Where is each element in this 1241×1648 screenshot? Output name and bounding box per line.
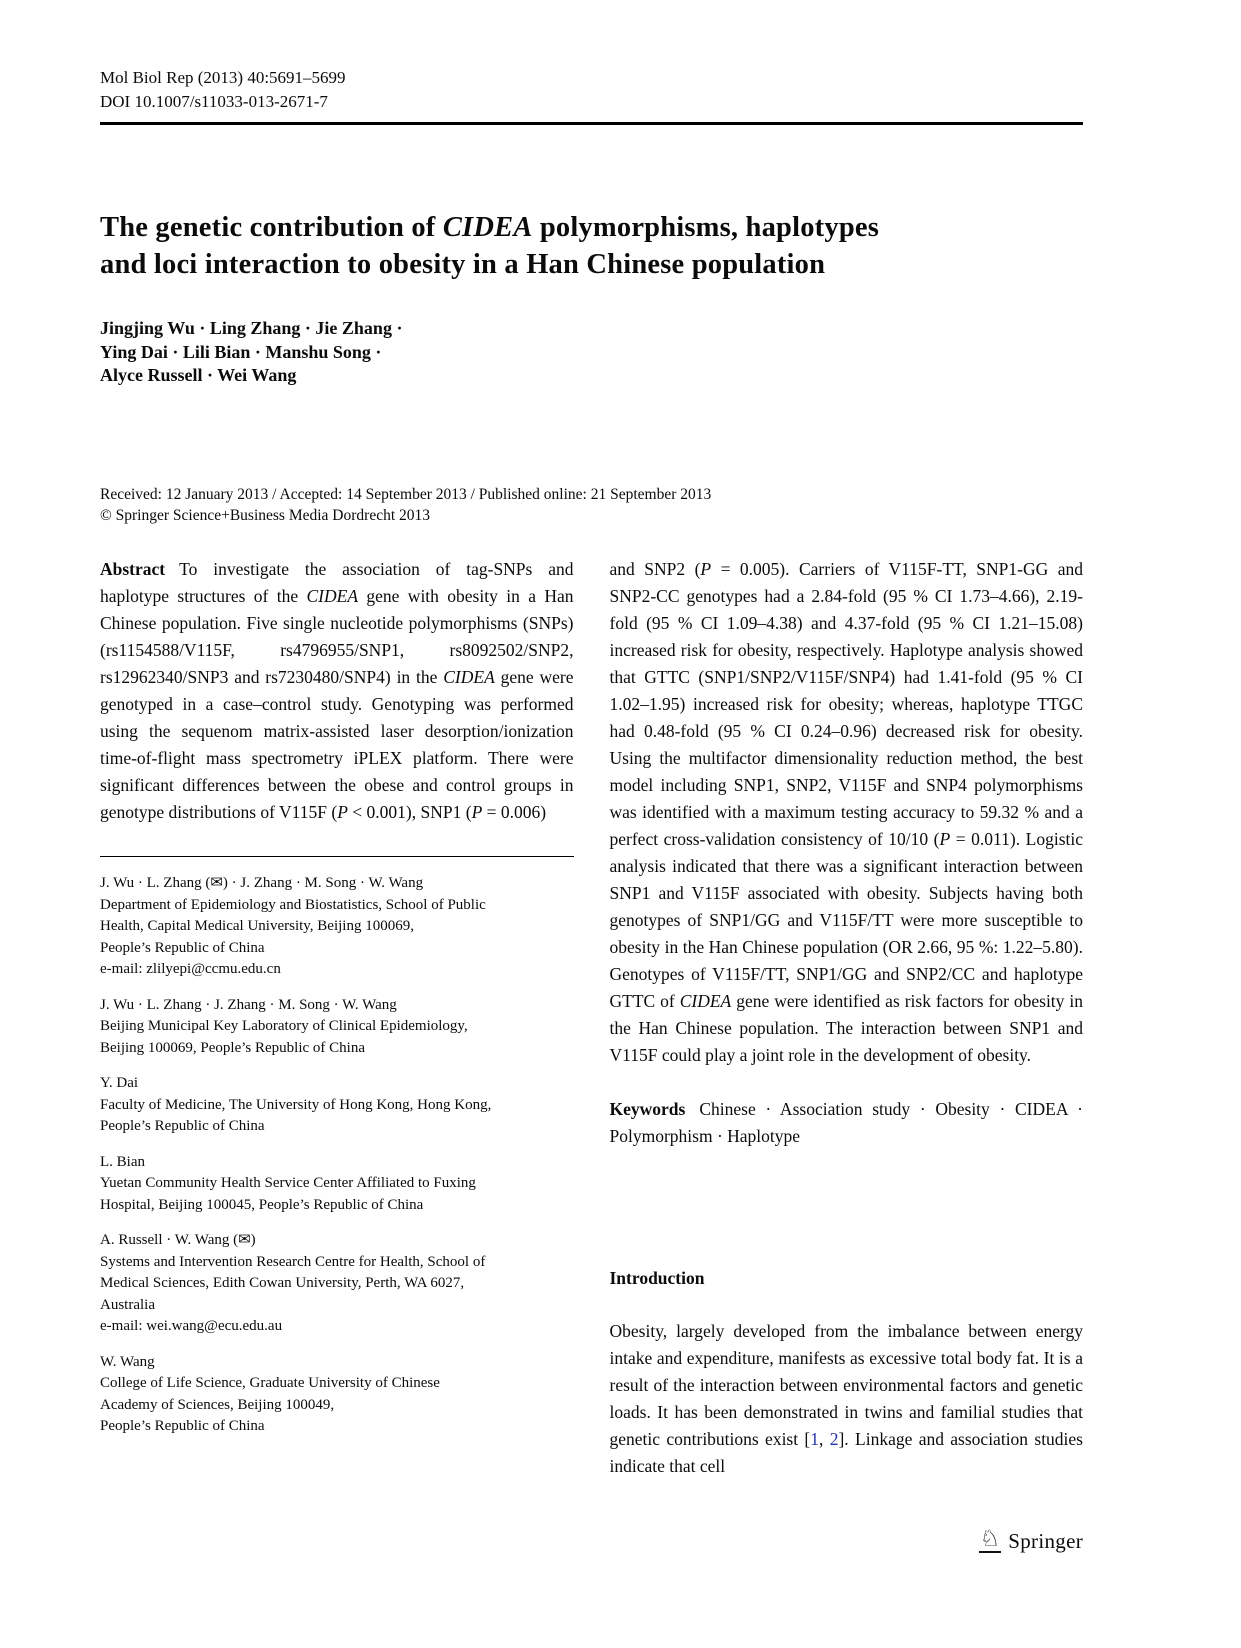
affiliation-yuetan: L. Bian Yuetan Community Health Service … — [100, 1153, 476, 1213]
text-segment: = 0.006) — [482, 801, 547, 822]
title-text-pre: The genetic contribution of — [100, 212, 443, 243]
doi-line: DOI 10.1007/s11033-013-2671-7 — [100, 92, 328, 111]
text-segment: To investigate the association of tag-SN… — [100, 558, 574, 606]
text-segment: ]. Linkage and association studies indic… — [609, 1428, 1084, 1476]
springer-logo: ♘ Springer — [978, 1526, 1083, 1554]
copyright-line: © Springer Science+Business Media Dordre… — [100, 506, 431, 524]
affiliations-block: J. Wu · L. Zhang (✉) · J. Zhang · M. Son… — [100, 873, 574, 1438]
article-title: The genetic contribution of CIDEA polymo… — [100, 209, 1083, 283]
text-segment: gene were genotyped in a case–control st… — [100, 666, 574, 822]
text-segment: P — [471, 801, 483, 822]
received-accepted-line: Received: 12 January 2013 / Accepted: 14… — [100, 485, 712, 503]
abstract-paragraph: Abstract To investigate the association o… — [100, 556, 574, 826]
text-segment: Obesity, largely developed from the imba… — [609, 1320, 1084, 1449]
introduction-heading: Introduction — [609, 1267, 705, 1288]
text-segment: < 0.001), SNP1 ( — [347, 801, 472, 822]
abstract-label: Abstract — [100, 558, 166, 579]
introduction-paragraph: Obesity, largely developed from the imba… — [610, 1318, 1084, 1480]
text-segment: , — [819, 1428, 830, 1449]
header-rule — [100, 122, 1083, 125]
abstract-col1-text: To investigate the association of tag-SN… — [100, 559, 574, 822]
keywords-label: Keywords — [609, 1098, 686, 1119]
title-gene-name: CIDEA — [442, 212, 533, 243]
affiliation-cas: W. Wang College of Life Science, Graduat… — [100, 1353, 440, 1435]
affiliation-edith-cowan: A. Russell · W. Wang (✉) Systems and Int… — [100, 1232, 486, 1334]
journal-citation: Mol Biol Rep (2013) 40:5691–5699 — [100, 68, 346, 87]
affiliation-key-laboratory: J. Wu · L. Zhang · J. Zhang · M. Song · … — [100, 996, 468, 1056]
affiliation-epidemiology: J. Wu · L. Zhang (✉) · J. Zhang · M. Son… — [100, 875, 486, 977]
keywords-paragraph: Keywords Chinese · Association study · Ob… — [610, 1096, 1084, 1150]
text-segment: = 0.011). Logistic analysis indicated th… — [609, 828, 1084, 1011]
left-column: Abstract To investigate the association o… — [100, 556, 574, 1480]
abstract-continued-paragraph: and SNP2 (P = 0.005). Carriers of V115F-… — [610, 556, 1084, 1069]
author-list: Jingjing Wu · Ling Zhang · Jie Zhang · Y… — [100, 318, 403, 385]
text-segment: P — [939, 828, 951, 849]
right-column: and SNP2 (P = 0.005). Carriers of V115F-… — [610, 556, 1084, 1480]
keywords-text: Chinese · Association study · Obesity · … — [609, 1098, 1084, 1146]
affiliation-hong-kong: Y. Dai Faculty of Medicine, The Universi… — [100, 1075, 492, 1134]
text-segment: CIDEA — [306, 585, 359, 606]
text-segment: gene with obesity in a Han Chinese popul… — [100, 585, 574, 687]
text-segment: P — [700, 558, 712, 579]
citation-link[interactable]: 1 — [810, 1428, 820, 1449]
title-text-post: polymorphisms, haplotypes and loci inter… — [100, 212, 880, 280]
affiliation-divider — [100, 855, 574, 857]
two-column-body: Abstract To investigate the association o… — [100, 556, 1083, 1480]
publication-dates: Received: 12 January 2013 / Accepted: 14… — [100, 484, 1083, 526]
journal-header: Mol Biol Rep (2013) 40:5691–5699 DOI 10.… — [100, 66, 1083, 114]
text-segment: gene were identified as risk factors for… — [609, 990, 1084, 1065]
text-segment: and SNP2 ( — [609, 558, 701, 579]
text-segment: = 0.005). Carriers of V115F-TT, SNP1-GG … — [609, 558, 1084, 849]
springer-knight-icon: ♘ — [978, 1526, 1002, 1553]
citation-link[interactable]: 2 — [829, 1428, 839, 1449]
text-segment: P — [337, 801, 348, 822]
text-segment: CIDEA — [443, 666, 495, 687]
text-segment: CIDEA — [679, 990, 732, 1011]
springer-logo-text: Springer — [1008, 1528, 1083, 1553]
